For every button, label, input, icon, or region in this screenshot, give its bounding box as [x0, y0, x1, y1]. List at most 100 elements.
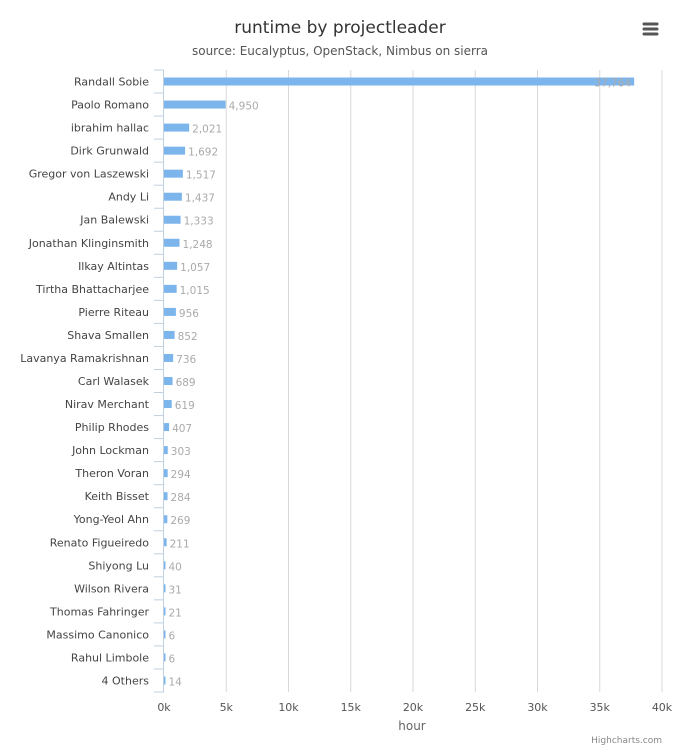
category-label: John Lockman — [71, 444, 149, 457]
bar[interactable] — [164, 123, 190, 132]
data-label: 1,248 — [183, 239, 213, 251]
category-label: Shava Smallen — [67, 329, 149, 342]
category-label: Nirav Merchant — [65, 398, 150, 411]
category-label: Gregor von Laszewski — [29, 168, 149, 181]
data-labels: 37,764 4,950 2,021 1,692 1,517 1,437 1,333 1,24… — [169, 78, 632, 689]
bar[interactable] — [164, 446, 168, 455]
bar[interactable] — [164, 423, 170, 432]
category-label: Thomas Fahringer — [49, 605, 149, 618]
category-label: Andy Li — [108, 191, 149, 204]
data-label: 4,950 — [229, 101, 259, 113]
category-label: 4 Others — [102, 674, 150, 687]
category-label: Philip Rhodes — [75, 421, 149, 434]
data-label: 2,021 — [192, 124, 222, 136]
x-tick-label: 5k — [220, 701, 234, 714]
credits-link[interactable]: Highcharts.com — [591, 736, 662, 746]
data-label: 1,437 — [185, 193, 215, 205]
data-label: 40 — [169, 561, 182, 573]
x-tick-label: 35k — [590, 701, 611, 714]
data-label: 1,057 — [180, 262, 210, 274]
value-axis: 0k 5k 10k 15k 20k 25k 30k 35k 40k — [157, 701, 672, 714]
bar[interactable] — [164, 330, 175, 339]
data-label: 407 — [172, 423, 192, 435]
data-label: 21 — [169, 607, 182, 619]
category-label: Rahul Limbole — [71, 651, 149, 664]
bar[interactable] — [164, 353, 174, 362]
bar[interactable] — [164, 377, 173, 385]
bar[interactable] — [164, 584, 166, 593]
data-label: 1,333 — [184, 216, 214, 228]
category-label: Massimo Canonico — [46, 628, 149, 641]
bar[interactable] — [164, 561, 166, 570]
category-label: Wilson Rivera — [74, 582, 149, 595]
category-label: Randall Sobie — [74, 76, 149, 89]
category-label: Renato Figueiredo — [50, 536, 150, 549]
bar[interactable] — [164, 538, 167, 547]
x-axis-title: hour — [398, 719, 426, 733]
bar[interactable] — [164, 400, 172, 409]
bar[interactable] — [164, 100, 226, 109]
data-label: 31 — [169, 584, 182, 596]
bar[interactable] — [164, 607, 166, 616]
x-tick-label: 15k — [341, 701, 362, 714]
bar[interactable] — [164, 238, 180, 247]
data-label: 284 — [171, 492, 191, 504]
data-label: 852 — [178, 331, 198, 343]
category-label: ibrahim hallac — [71, 122, 149, 135]
bar[interactable] — [164, 169, 183, 178]
data-label: 303 — [171, 446, 191, 458]
bar[interactable] — [164, 192, 182, 201]
category-label: Shiyong Lu — [88, 559, 149, 572]
category-label: Theron Voran — [74, 467, 149, 480]
category-label: Jan Balewski — [79, 214, 149, 227]
bar[interactable] — [164, 215, 181, 224]
gridlines — [225, 70, 663, 692]
x-tick-label: 0k — [157, 701, 171, 714]
x-tick-label: 10k — [278, 701, 299, 714]
category-label: Lavanya Ramakrishnan — [20, 352, 149, 365]
category-label: Yong-Yeol Ahn — [73, 513, 149, 526]
data-label: 6 — [169, 630, 176, 642]
data-label: 14 — [169, 676, 183, 688]
bar[interactable] — [164, 630, 166, 639]
bar[interactable] — [164, 492, 168, 501]
bar[interactable] — [164, 146, 186, 155]
x-tick-label: 20k — [403, 701, 424, 714]
bar[interactable] — [164, 653, 166, 662]
x-tick-label: 40k — [652, 701, 673, 714]
category-label: Pierre Riteau — [78, 306, 149, 319]
bar[interactable] — [164, 676, 166, 685]
data-label: 1,015 — [180, 285, 210, 297]
data-label: 1,692 — [188, 147, 218, 159]
data-label: 6 — [169, 653, 176, 665]
data-label: 619 — [175, 400, 195, 412]
category-label: Ilkay Altintas — [78, 260, 149, 273]
category-label: Jonathan Klinginsmith — [28, 237, 149, 250]
category-label: Paolo Romano — [71, 99, 149, 112]
data-label: 269 — [170, 515, 190, 527]
hamburger-menu-icon[interactable] — [636, 18, 666, 42]
data-label: 294 — [171, 469, 191, 481]
category-label: Dirk Grunwald — [70, 145, 149, 158]
x-tick-label: 25k — [465, 701, 486, 714]
bar[interactable] — [164, 307, 176, 316]
data-label: 689 — [176, 377, 196, 389]
category-label: Tirtha Bhattacharjee — [35, 283, 149, 296]
category-axis: Randall Sobie Paolo Romano ibrahim hallac D… — [20, 69, 164, 693]
bar[interactable] — [164, 515, 168, 524]
category-label: Keith Bisset — [85, 490, 150, 503]
data-label: 736 — [176, 354, 196, 366]
bar-series — [164, 77, 635, 685]
bar[interactable] — [164, 261, 178, 270]
bar[interactable] — [164, 77, 635, 86]
bar[interactable] — [164, 469, 168, 478]
data-label: 37,764 — [594, 78, 631, 90]
data-label: 1,517 — [186, 170, 216, 182]
data-label: 211 — [170, 538, 190, 550]
bar[interactable] — [164, 284, 177, 293]
data-label: 956 — [179, 308, 199, 320]
chart-subtitle: source: Eucalyptus, OpenStack, Nimbus on… — [192, 44, 488, 58]
x-tick-label: 30k — [527, 701, 548, 714]
category-label: Carl Walasek — [78, 375, 150, 388]
